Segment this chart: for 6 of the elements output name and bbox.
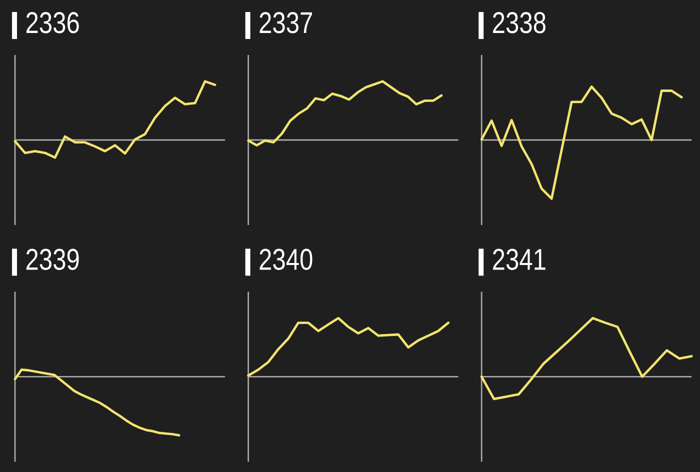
- chart-title: 2341: [493, 248, 546, 270]
- chart-title: 2340: [260, 248, 312, 270]
- chart-title: 2339: [26, 248, 79, 270]
- chart-title: 2337: [260, 12, 312, 34]
- chart-title: 2336: [26, 12, 79, 34]
- chart-title: 2338: [493, 12, 546, 34]
